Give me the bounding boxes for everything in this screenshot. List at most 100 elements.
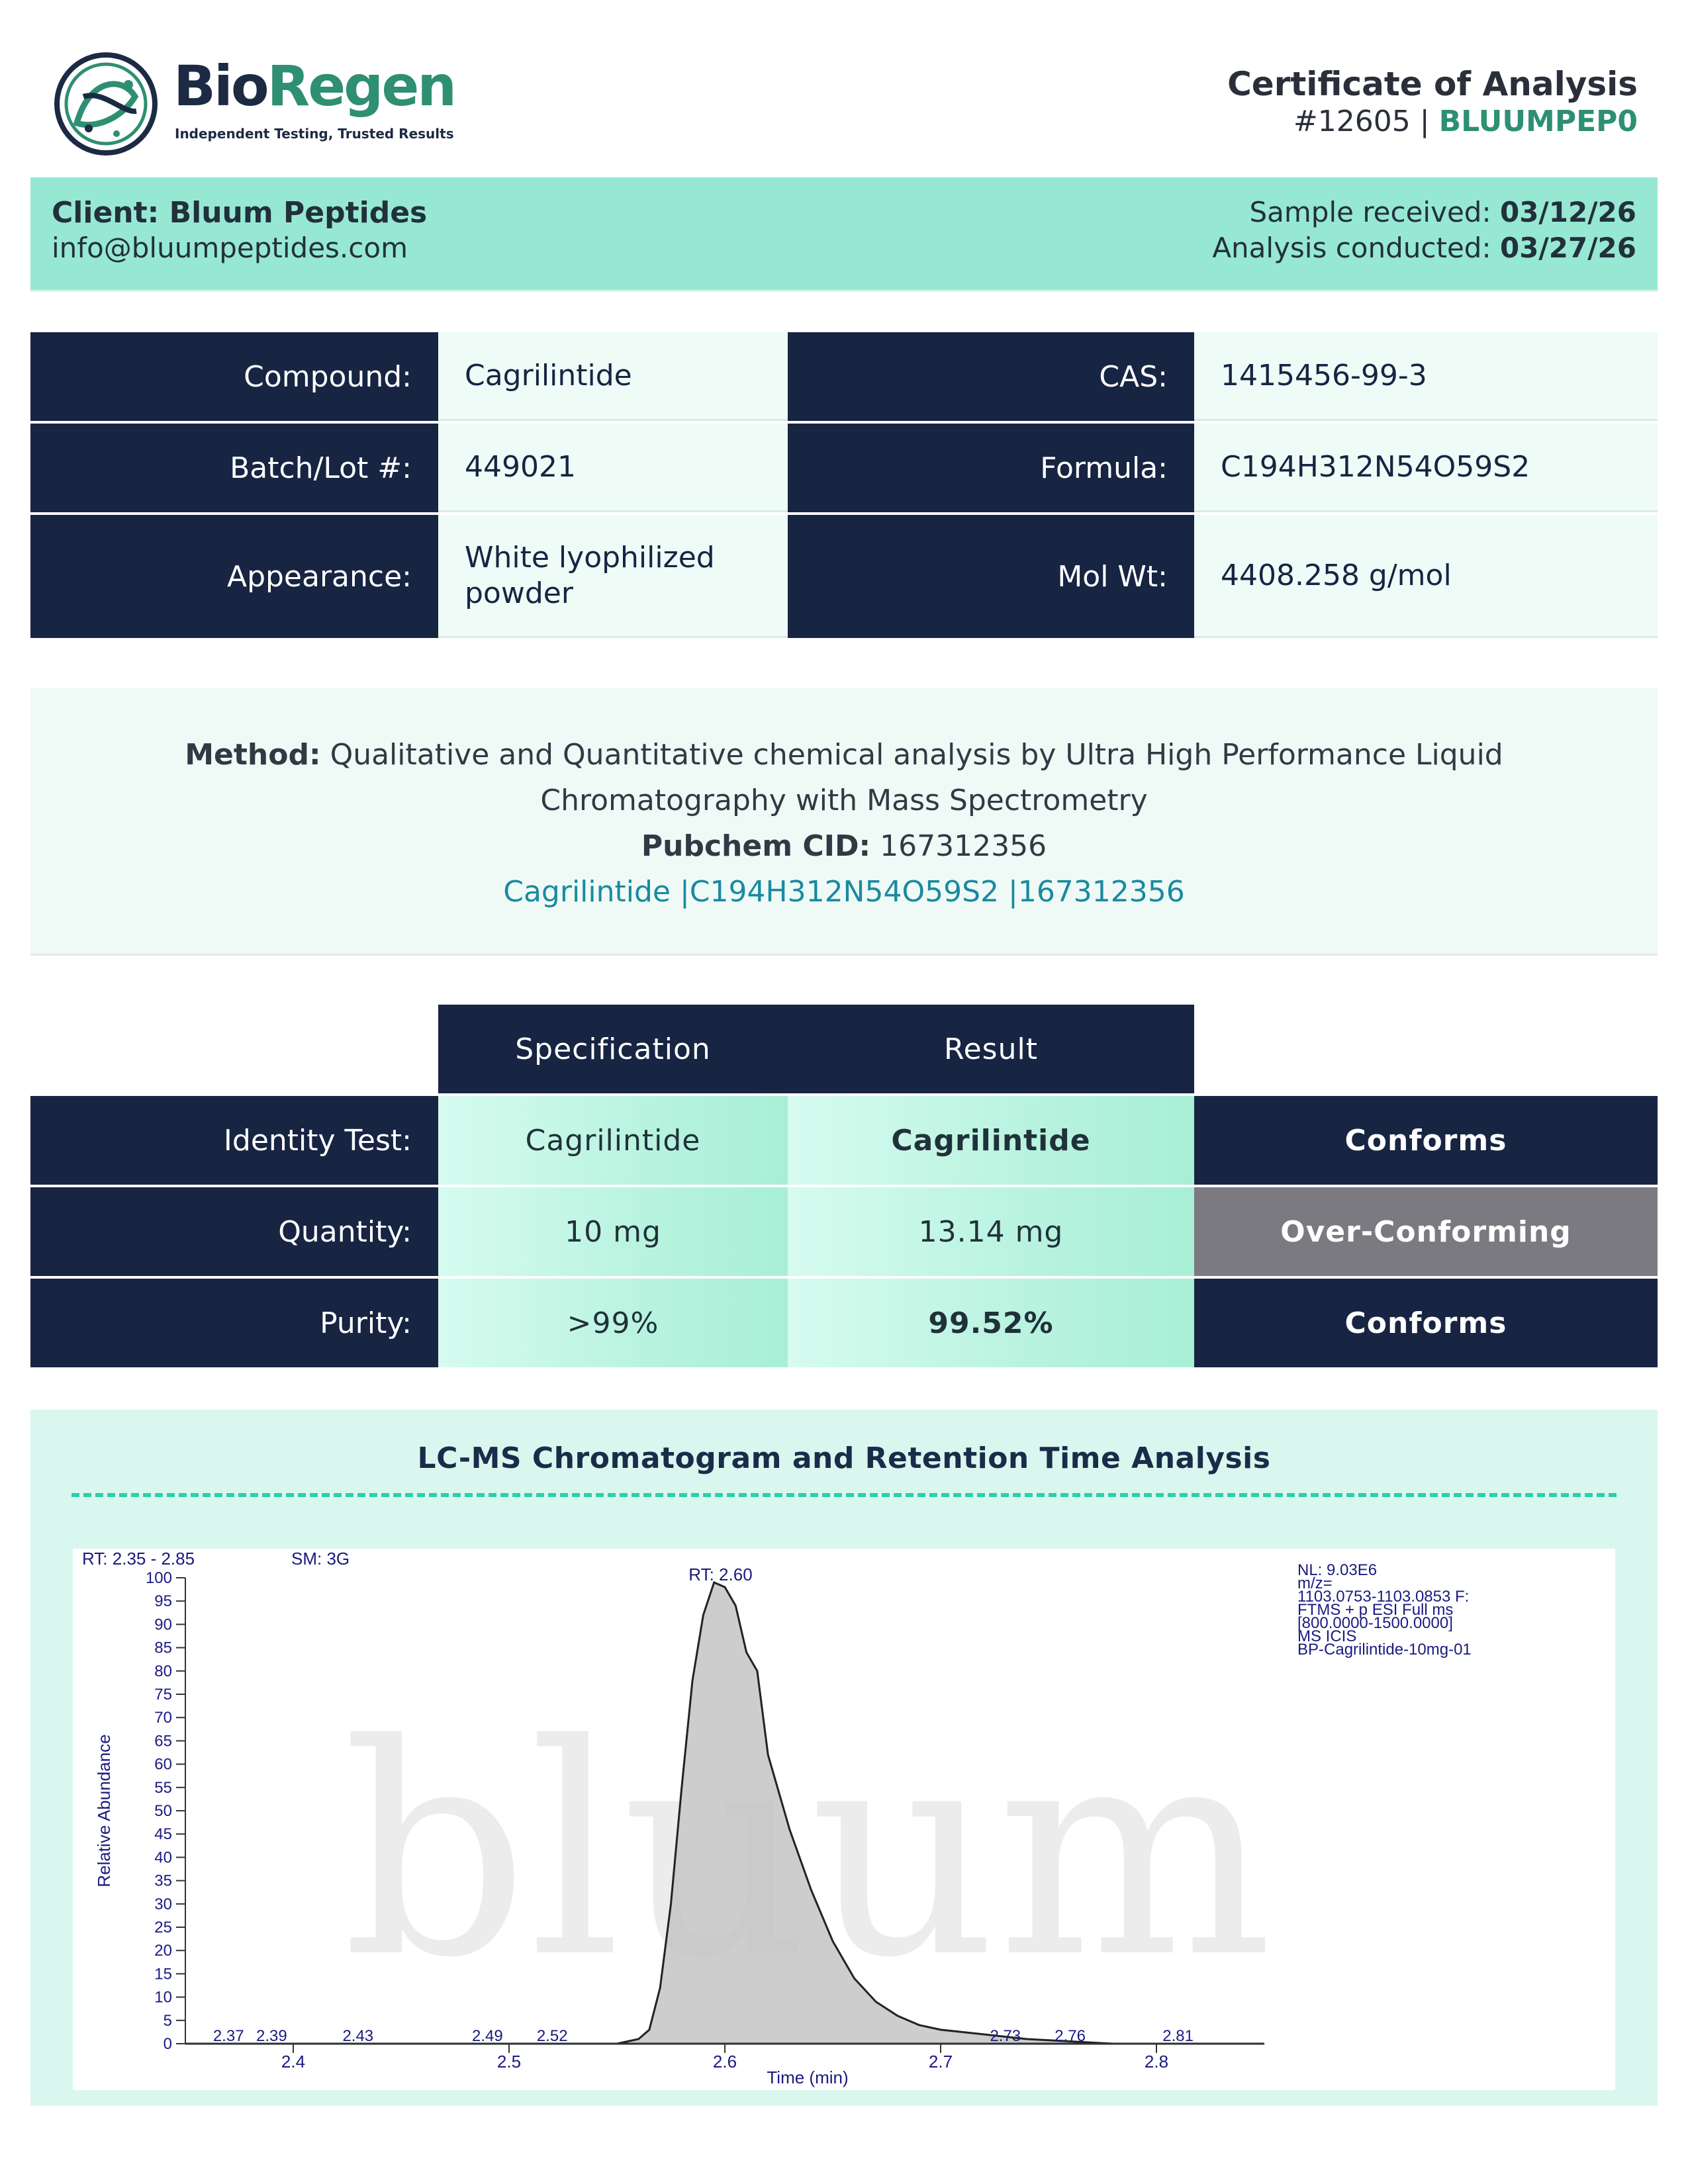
result-header: Result (788, 1005, 1194, 1093)
identity-status: Conforms (1194, 1096, 1658, 1185)
specification-header: Specification (438, 1005, 788, 1093)
document-title: Certificate of Analysis (1227, 65, 1638, 103)
sample-received: Sample received: 03/12/26 (1249, 196, 1636, 228)
method-box: Method: Qualitative and Quantitative che… (30, 688, 1658, 956)
client-band: Client: Bluum Peptides info@bluumpeptide… (30, 177, 1658, 292)
identity-label: Identity Test: (30, 1096, 438, 1185)
instrument-info-line: NL: 9.03E6 (1297, 1561, 1377, 1579)
y-tick-label: 25 (154, 1919, 172, 1936)
minor-peak-label: 2.73 (990, 2027, 1021, 2045)
client-email: info@bluumpeptides.com (52, 232, 408, 264)
analysis-conducted: Analysis conducted: 03/27/26 (1212, 232, 1636, 264)
purity-spec: >99% (438, 1279, 788, 1367)
minor-peak-label: 2.76 (1055, 2027, 1086, 2045)
instrument-info-line: 1103.0753-1103.0853 F: (1297, 1588, 1469, 1606)
instrument-info-line: MS ICIS (1297, 1627, 1356, 1645)
y-tick-label: 55 (154, 1779, 172, 1797)
cas-value: 1415456-99-3 (1194, 332, 1658, 421)
instrument-info-line: BP-Cagrilintide-10mg-01 (1297, 1641, 1472, 1659)
molwt-value: 4408.258 g/mol (1194, 515, 1658, 638)
minor-peak-label: 2.52 (537, 2027, 568, 2045)
formula-value: C194H312N54O59S2 (1194, 424, 1658, 512)
document-number: #12605 | BLUUMPEP0 (1293, 105, 1638, 138)
minor-peak-label: 2.49 (472, 2027, 503, 2045)
x-axis-label: Time (min) (767, 2068, 848, 2087)
tagline: Independent Testing, Trusted Results (175, 126, 454, 142)
quantity-result: 13.14 mg (788, 1187, 1194, 1276)
analysis-conducted-date: 03/27/26 (1499, 232, 1636, 264)
y-tick-label: 15 (154, 1965, 172, 1983)
compound-label: Compound: (30, 332, 438, 421)
y-tick-label: 30 (154, 1895, 172, 1913)
identity-spec: Cagrilintide (438, 1096, 788, 1185)
chromatogram-title: LC-MS Chromatogram and Retention Time An… (417, 1441, 1271, 1475)
instrument-info-line: [800.0000-1500.0000] (1297, 1614, 1453, 1632)
y-tick-label: 65 (154, 1732, 172, 1750)
instrument-info-line: m/z= (1297, 1574, 1333, 1592)
purity-label: Purity: (30, 1279, 438, 1367)
y-axis-label: Relative Abundance (94, 1734, 114, 1887)
quantity-spec: 10 mg (438, 1187, 788, 1276)
minor-peak-label: 2.43 (342, 2027, 373, 2045)
y-tick-label: 10 (154, 1989, 172, 2007)
x-tick-label: 2.6 (713, 2052, 737, 2071)
x-tick-label: 2.7 (929, 2052, 953, 2071)
y-tick-label: 90 (154, 1615, 172, 1633)
x-tick-label: 2.5 (497, 2052, 521, 2071)
brand-logo-icon (50, 50, 162, 158)
brand-name-part2: Regen (267, 54, 457, 118)
purity-status: Conforms (1194, 1279, 1658, 1367)
quantity-label: Quantity: (30, 1187, 438, 1276)
y-tick-label: 35 (154, 1872, 172, 1890)
y-tick-label: 40 (154, 1848, 172, 1866)
smoothing-label: SM: 3G (291, 1549, 350, 1569)
x-tick-label: 2.4 (281, 2052, 305, 2071)
dashed-divider (71, 1493, 1617, 1497)
quantity-status: Over-Conforming (1194, 1187, 1658, 1276)
y-tick-label: 20 (154, 1942, 172, 1960)
y-tick-label: 50 (154, 1802, 172, 1820)
chromatogram-section: LC-MS Chromatogram and Retention Time An… (30, 1410, 1658, 2106)
chromatogram-trace (185, 1580, 1264, 2045)
pubchem-link[interactable]: Cagrilintide |C194H312N54O59S2 |16731235… (503, 875, 1185, 909)
y-tick-label: 75 (154, 1686, 172, 1704)
appearance-line2: powder (465, 576, 573, 610)
method-text-line2: Chromatography with Mass Spectrometry (540, 784, 1148, 817)
method-label: Method: (185, 738, 321, 772)
x-tick-label: 2.8 (1145, 2052, 1168, 2071)
certificate-code: BLUUMPEP0 (1438, 105, 1638, 138)
molwt-label: Mol Wt: (788, 515, 1194, 638)
compound-value: Cagrilintide (438, 332, 788, 421)
brand-name-part1: Bio (173, 54, 269, 118)
brand-name: BioRegen (173, 58, 457, 114)
y-tick-label: 85 (154, 1639, 172, 1657)
y-tick-label: 95 (154, 1592, 172, 1610)
pubchem-label: Pubchem CID: (641, 829, 871, 863)
formula-label: Formula: (788, 424, 1194, 512)
minor-peak-label: 2.37 (213, 2027, 244, 2045)
chromatogram-chart: bluum 0510152025303540455055606570758085… (82, 1549, 1472, 2087)
appearance-value: White lyophilized powder (438, 515, 788, 638)
y-tick-label: 5 (164, 2012, 172, 2030)
client-name: Client: Bluum Peptides (52, 196, 428, 230)
y-tick-label: 60 (154, 1756, 172, 1774)
pubchem-line: Pubchem CID: 167312356 (30, 823, 1658, 869)
cas-label: CAS: (788, 332, 1194, 421)
y-tick-label: 70 (154, 1709, 172, 1727)
identity-result: Cagrilintide (788, 1096, 1194, 1185)
y-tick-label: 45 (154, 1825, 172, 1843)
y-tick-label: 0 (164, 2035, 172, 2053)
purity-result: 99.52% (788, 1279, 1194, 1367)
peak-label: RT: 2.60 (688, 1565, 752, 1584)
pubchem-cid: 167312356 (880, 829, 1047, 863)
batch-value: 449021 (438, 424, 788, 512)
y-tick-label: 80 (154, 1662, 172, 1680)
chromatogram-panel: bluum 0 5 10 15 20 25 30 35 40 45 50 55 60 65 70 75 80 85… (73, 1549, 1615, 2090)
method-line1: Method: Qualitative and Quantitative che… (30, 732, 1658, 778)
sample-received-date: 03/12/26 (1499, 196, 1636, 228)
y-tick-label: 100 (146, 1569, 172, 1587)
rt-range-label: RT: 2.35 - 2.85 (82, 1549, 195, 1569)
minor-peak-label: 2.81 (1162, 2027, 1194, 2045)
appearance-label: Appearance: (30, 515, 438, 638)
analysis-conducted-label: Analysis conducted: (1212, 232, 1491, 264)
